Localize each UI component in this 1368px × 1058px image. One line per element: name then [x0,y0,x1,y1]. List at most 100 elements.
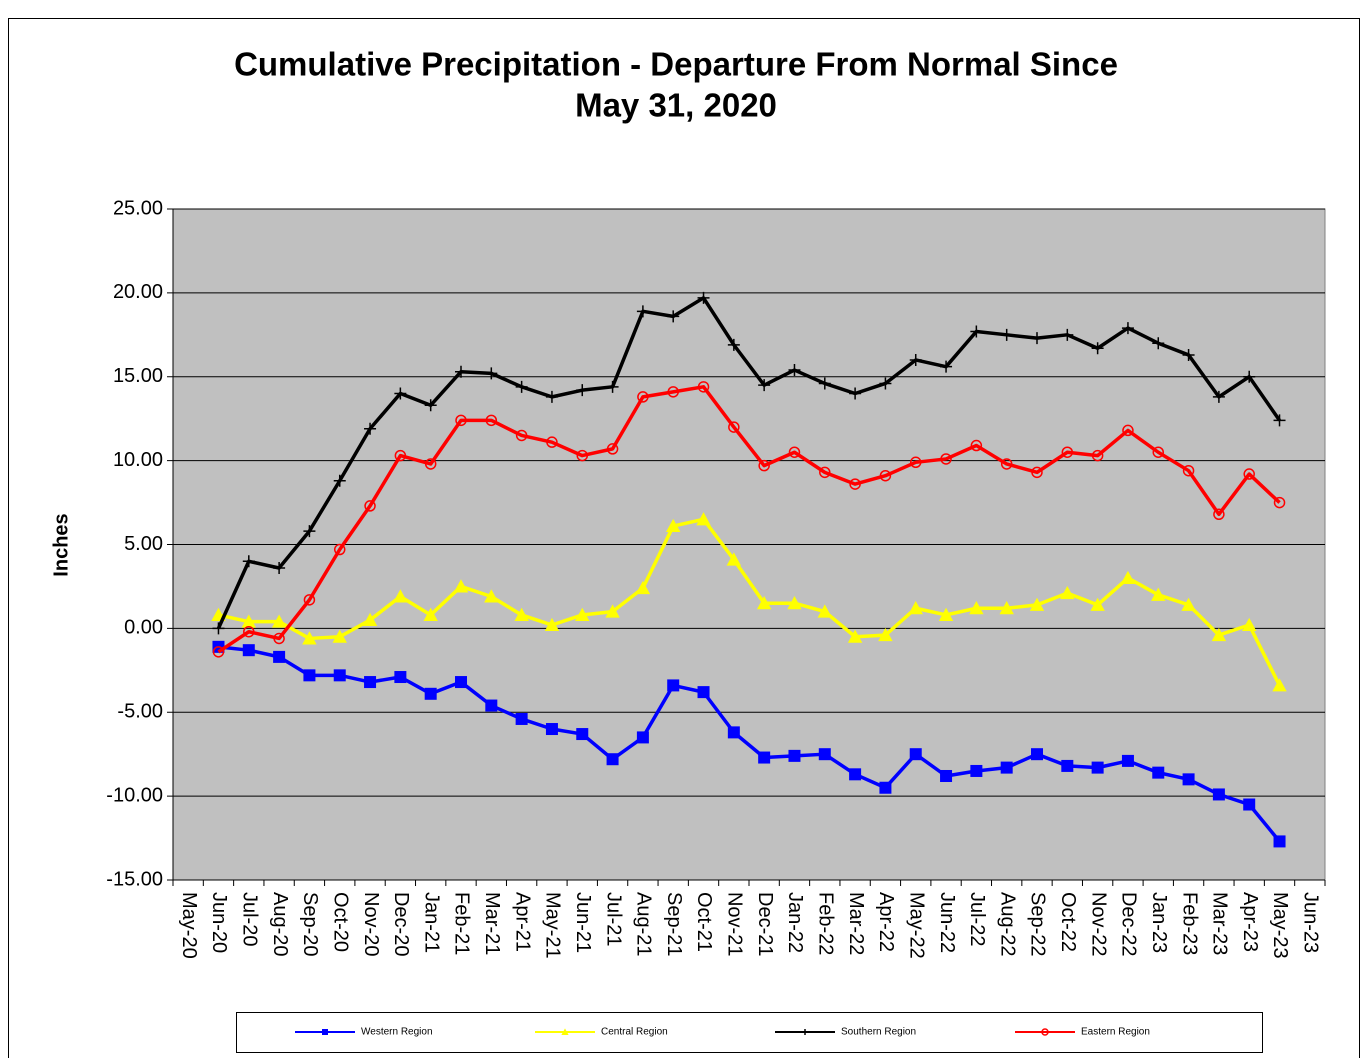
marker [849,478,861,490]
marker [453,579,469,593]
marker [332,629,347,643]
x-tick-label: May-20 [178,892,200,959]
marker [605,604,620,618]
x-tick-label: May-22 [905,892,927,959]
marker [545,723,558,736]
marker [1061,759,1074,772]
marker [576,384,589,397]
marker [818,377,831,390]
marker [455,365,467,378]
marker [878,627,893,642]
marker [333,474,346,487]
marker [273,650,286,663]
marker [1182,773,1195,786]
legend-box [236,1012,1263,1053]
marker [424,687,437,700]
marker [1152,337,1165,350]
series-line [217,385,1281,654]
marker [515,429,528,442]
marker [697,381,710,393]
x-tick-label: Dec-20 [390,892,412,956]
marker [322,1029,328,1035]
marker [273,561,286,574]
marker [576,449,589,462]
marker [394,449,407,462]
marker [1029,597,1045,611]
x-tick-label: Sep-20 [299,892,321,957]
marker [1122,424,1134,437]
marker [970,439,983,452]
marker [241,614,256,628]
marker [758,459,770,472]
y-tick-label: 5.00 [124,533,163,555]
marker [424,458,437,470]
x-tick-label: Jan-21 [420,892,442,953]
x-tick-label: Jun-20 [208,892,230,953]
marker [1273,835,1286,848]
marker [636,731,649,744]
marker [1091,761,1104,774]
y-tick-label: -5.00 [117,701,163,723]
marker [817,604,832,618]
x-tick-label: Mar-21 [481,892,503,955]
x-tick-label: Mar-22 [845,892,867,955]
marker [243,625,255,638]
marker [697,291,710,304]
marker [788,446,801,458]
y-tick-label: 20.00 [113,281,163,303]
x-tick-label: Apr-23 [1239,892,1261,952]
x-tick-label: Oct-20 [329,892,351,952]
marker [1213,508,1225,521]
marker [515,712,528,725]
marker [909,456,922,469]
marker [1090,597,1105,611]
marker [970,325,983,338]
marker [1060,585,1075,600]
legend-label: Central Region [601,1027,668,1038]
x-tick-label: Aug-21 [633,892,655,957]
marker [455,676,467,689]
marker [242,555,255,568]
marker [1212,390,1225,403]
marker [940,769,953,782]
x-tick-label: Jun-23 [1300,892,1322,953]
marker [212,622,225,635]
marker [455,414,467,427]
x-tick-label: Dec-21 [754,892,776,956]
y-tick-label: 15.00 [113,365,163,387]
marker [999,601,1014,615]
marker [908,601,923,615]
marker [726,552,742,566]
x-tick-label: Jun-21 [572,892,594,953]
marker [667,310,680,323]
x-tick-label: May-21 [542,892,564,959]
marker [1041,1028,1049,1036]
marker [879,781,892,794]
marker [394,671,407,684]
y-tick-label: 0.00 [124,617,163,639]
marker [1182,348,1195,361]
marker [1211,627,1227,642]
x-tick-label: Nov-20 [360,892,382,956]
x-tick-label: Oct-21 [693,892,715,952]
x-tick-label: Oct-22 [1057,892,1079,952]
marker [1120,570,1136,585]
marker [514,607,529,621]
marker [1181,597,1196,611]
marker [606,753,619,766]
marker [819,466,831,479]
marker [849,768,862,781]
x-tick-label: May-23 [1269,892,1291,959]
x-tick-label: Jul-20 [239,892,261,946]
marker [424,399,437,412]
marker [212,646,225,658]
chart-subtitle: May 31, 2020 [575,87,777,124]
marker [727,726,740,739]
marker [758,751,771,764]
marker [879,469,892,482]
marker [394,387,407,400]
marker [271,614,287,628]
marker [1000,458,1013,470]
marker [561,1028,569,1035]
